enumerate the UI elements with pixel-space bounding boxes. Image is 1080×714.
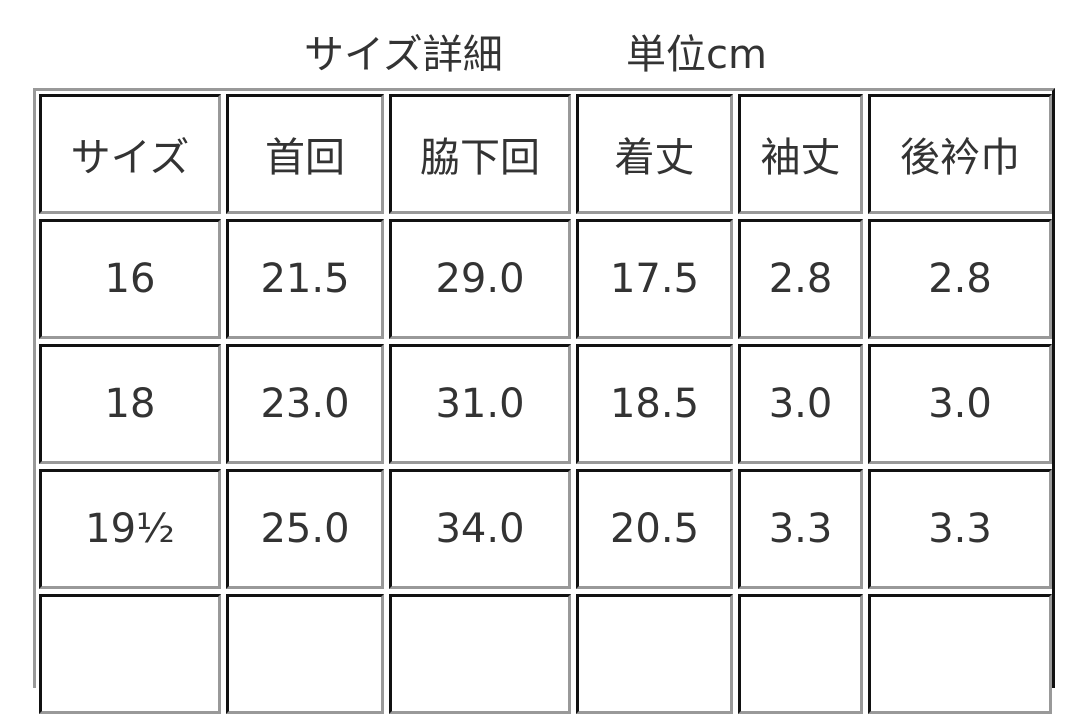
cell-size: 19½: [39, 469, 221, 589]
cell-sleeve: 3.3: [738, 469, 863, 589]
cell-size: [39, 594, 221, 714]
header-length: 着丈: [576, 94, 733, 214]
header-sleeve: 袖丈: [738, 94, 863, 214]
cell-sleeve: 3.0: [738, 344, 863, 464]
cell-length: 18.5: [576, 344, 733, 464]
cell-neck: 21.5: [226, 219, 384, 339]
size-table: [33, 88, 1055, 688]
cell-length: 20.5: [576, 469, 733, 589]
cell-chest: 31.0: [389, 344, 571, 464]
cell-sleeve: 2.8: [738, 219, 863, 339]
cell-size: 18: [39, 344, 221, 464]
cell-collar: 3.3: [868, 469, 1052, 589]
header-neck: 首回: [226, 94, 384, 214]
cell-chest: 29.0: [389, 219, 571, 339]
cell-length: 17.5: [576, 219, 733, 339]
header-chest: 脇下回: [389, 94, 571, 214]
header-size: サイズ: [39, 94, 221, 214]
cell-neck: 25.0: [226, 469, 384, 589]
table-title: サイズ詳細: [304, 32, 503, 78]
cell-collar: 3.0: [868, 344, 1052, 464]
cell-chest: 34.0: [389, 469, 571, 589]
cell-neck: [226, 594, 384, 714]
cell-collar: 2.8: [868, 219, 1052, 339]
cell-chest: [389, 594, 571, 714]
cell-size: 16: [39, 219, 221, 339]
cell-length: [576, 594, 733, 714]
cell-neck: 23.0: [226, 344, 384, 464]
cell-sleeve: [738, 594, 863, 714]
header-collar: 後衿巾: [868, 94, 1052, 214]
unit-label: 単位cm: [626, 32, 767, 78]
cell-collar: [868, 594, 1052, 714]
